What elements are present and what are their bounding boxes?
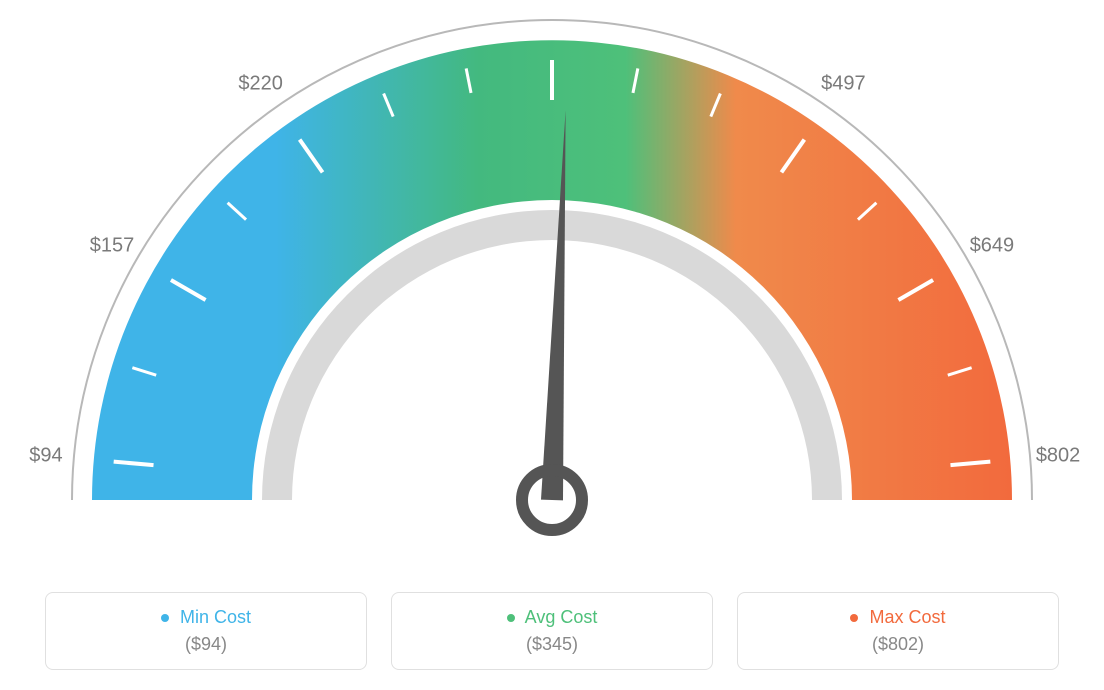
gauge-tick-label: $94 [29, 444, 62, 467]
gauge-tick-label: $157 [90, 235, 135, 258]
gauge-svg [0, 0, 1104, 560]
legend-label-max: Max Cost [738, 607, 1058, 628]
legend-box-avg: Avg Cost ($345) [391, 592, 713, 670]
legend-area: Min Cost ($94) Avg Cost ($345) Max Cost … [0, 592, 1104, 670]
legend-dot-max [850, 614, 858, 622]
gauge-area: $94 $157 $220 $345 $497 $649 $802 [0, 0, 1104, 560]
legend-value-max: ($802) [738, 634, 1058, 655]
legend-dot-avg [507, 614, 515, 622]
legend-dot-min [161, 614, 169, 622]
gauge-tick-label: $345 [530, 0, 575, 4]
legend-label-text-min: Min Cost [180, 607, 251, 627]
legend-box-max: Max Cost ($802) [737, 592, 1059, 670]
legend-value-avg: ($345) [392, 634, 712, 655]
gauge-tick-label: $649 [970, 235, 1015, 258]
gauge-tick-label: $497 [821, 72, 866, 95]
legend-value-min: ($94) [46, 634, 366, 655]
legend-label-text-max: Max Cost [869, 607, 945, 627]
legend-label-avg: Avg Cost [392, 607, 712, 628]
legend-label-min: Min Cost [46, 607, 366, 628]
gauge-tick-label: $220 [238, 72, 283, 95]
gauge-chart-container: $94 $157 $220 $345 $497 $649 $802 Min Cost ($9… [0, 0, 1104, 690]
legend-box-min: Min Cost ($94) [45, 592, 367, 670]
gauge-tick-label: $802 [1036, 444, 1081, 467]
legend-label-text-avg: Avg Cost [525, 607, 598, 627]
